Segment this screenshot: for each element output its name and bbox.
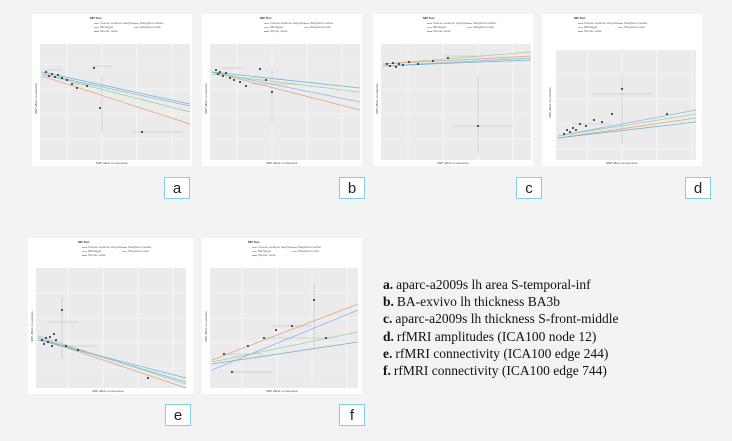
legend-item: MR Egger (578, 25, 598, 29)
legend-c: MR Test Inverse variance weighted Weight… (423, 16, 503, 33)
plot-area-f (210, 268, 359, 388)
legend-item: Simple mode (264, 29, 288, 33)
plot-area-e (36, 268, 187, 389)
caption-d: d. rfMRI amplitudes (ICA100 node 12) (383, 328, 597, 344)
legend-item: Simple mode (82, 253, 106, 257)
caption-e: e. rfMRI connectivity (ICA100 edge 244) (383, 345, 609, 361)
scatter-plot-c: MR Test Inverse variance weighted Weight… (373, 14, 533, 166)
plot-area-d (556, 50, 697, 160)
legend-item: Inverse variance weighted (264, 21, 305, 25)
legend-title: MR Test (574, 16, 586, 20)
x-axis-label: SNP effect on exposure (437, 161, 469, 165)
legend-item: MR Egger (82, 249, 102, 253)
legend-item: Weighted mode (304, 25, 331, 29)
panel-label-b: b (339, 177, 365, 199)
legend-item: Weighted mode (292, 249, 319, 253)
caption-f: f. rfMRI connectivity (ICA100 edge 744) (383, 363, 607, 379)
panel-label-f: f (339, 404, 365, 426)
caption-b: b. BA-exvivo lh thickness BA3b (383, 294, 561, 310)
x-axis-label: SNP effect on exposure (266, 389, 298, 393)
caption-a: a. aparc-a2009s lh area S-temporal-inf (383, 277, 591, 292)
panel-label-c: c (516, 177, 542, 199)
legend-item: Weighted mode (134, 25, 161, 29)
legend-title: MR Test (78, 240, 90, 244)
x-axis-label: SNP effect on exposure (96, 161, 128, 165)
legend-item: Weighted median (134, 21, 163, 25)
legend-item: MR Egger (264, 25, 284, 29)
legend-item: MR Egger (252, 249, 272, 253)
legend-item: Weighted median (618, 21, 647, 25)
legend-item: Weighted mode (122, 249, 149, 253)
legend-item: Simple mode (578, 29, 602, 33)
legend-item: Simple mode (427, 29, 451, 33)
legend-item: Weighted median (304, 21, 333, 25)
legend-title: MR Test (90, 16, 102, 20)
legend-title: MR Test (423, 16, 435, 20)
legend-item: MR Egger (427, 25, 447, 29)
y-axis-label: SNP effect on outcome (34, 83, 38, 114)
legend-item: Simple mode (94, 29, 118, 33)
panel-label-d: d (685, 177, 711, 199)
legend-item: Inverse variance weighted (252, 245, 293, 249)
x-axis-label: SNP effect on exposure (606, 161, 638, 165)
plot-area-b (210, 44, 361, 160)
legend-item: Inverse variance weighted (94, 21, 135, 25)
scatter-plot-e: MR Test Inverse variance weighted Weight… (28, 238, 193, 394)
legend-d: MR Test Inverse variance weighted Weight… (574, 16, 654, 33)
scatter-plot-a: MR Test Inverse variance weighted Weight… (32, 14, 192, 166)
scatter-plot-f: MR Test Inverse variance weighted Weight… (202, 238, 362, 394)
legend-item: MR Egger (94, 25, 114, 29)
legend-a: MR Test Inverse variance weighted Weight… (90, 16, 170, 33)
legend-item: Simple mode (252, 253, 276, 257)
legend-item: Inverse variance weighted (427, 21, 468, 25)
legend-item: Weighted median (292, 245, 321, 249)
legend-item: Inverse variance weighted (82, 245, 123, 249)
scatter-plot-d: MR Test Inverse variance weighted Weight… (542, 14, 702, 166)
y-axis-label: SNP effect on outcome (30, 311, 34, 342)
y-axis-label: SNP effect on outcome (375, 83, 379, 114)
y-axis-label: SNP effect on outcome (204, 311, 208, 342)
y-axis-label: SNP effect on outcome (204, 83, 208, 114)
x-axis-label: SNP effect on exposure (266, 161, 298, 165)
legend-item: Weighted median (467, 21, 496, 25)
legend-item: Weighted median (122, 245, 151, 249)
legend-b: MR Test Inverse variance weighted Weight… (260, 16, 340, 33)
legend-item: Weighted mode (618, 25, 645, 29)
legend-title: MR Test (260, 16, 272, 20)
legend-e: MR Test Inverse variance weighted Weight… (78, 240, 158, 257)
legend-item: Weighted mode (467, 25, 494, 29)
legend-item: Inverse variance weighted (578, 21, 619, 25)
figure-caption-list: a. aparc-a2009s lh area S-temporal-inf b.… (383, 276, 618, 379)
legend-title: MR Test (248, 240, 260, 244)
caption-c: c. aparc-a2009s lh thickness S-front-midd… (383, 311, 619, 327)
panel-label-e: e (165, 404, 191, 426)
plot-area-a (40, 44, 191, 160)
legend-f: MR Test Inverse variance weighted Weight… (248, 240, 328, 257)
plot-area-c (381, 44, 532, 160)
x-axis-label: SNP effect on exposure (92, 389, 124, 393)
panel-label-a: a (164, 177, 190, 199)
y-axis-label: SNP effect on outcome (548, 87, 552, 118)
scatter-plot-b: MR Test Inverse variance weighted Weight… (202, 14, 362, 166)
